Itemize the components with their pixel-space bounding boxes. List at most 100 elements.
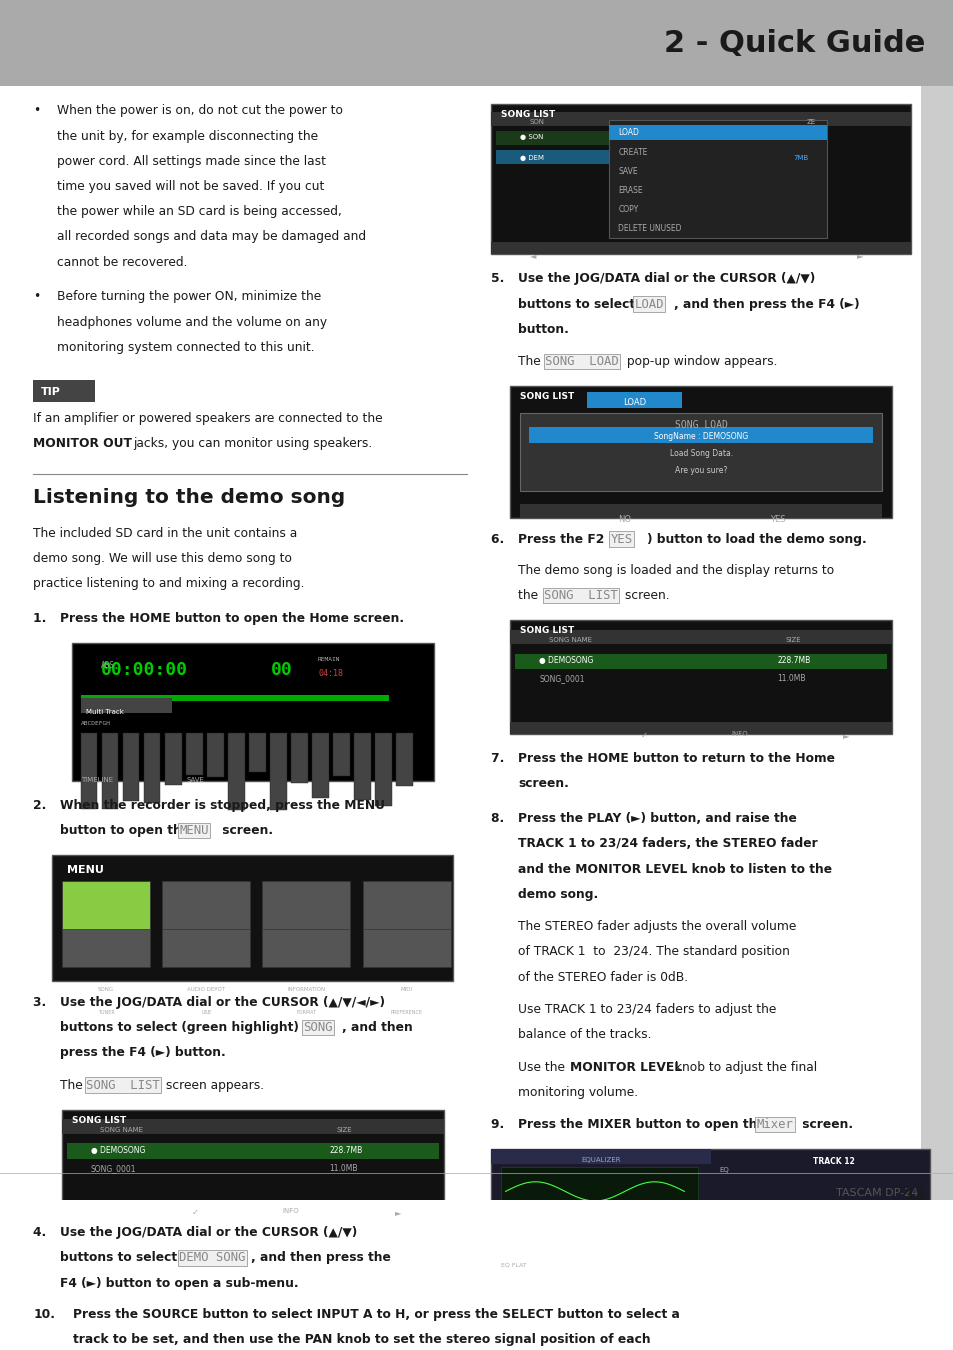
Bar (608, 120, 826, 238)
Bar (262, 929, 350, 967)
Bar (62, 1110, 443, 1212)
Text: screen appears.: screen appears. (162, 1079, 264, 1092)
Text: monitoring volume.: monitoring volume. (517, 1085, 638, 1099)
Bar (262, 880, 350, 932)
Text: 2.: 2. (33, 799, 55, 813)
Text: ABCDEFGH: ABCDEFGH (81, 721, 111, 726)
Text: SONG LIST: SONG LIST (519, 393, 574, 401)
Bar (491, 104, 910, 254)
Text: SONG LOAD: SONG LOAD (674, 420, 727, 429)
Bar (529, 427, 872, 443)
Text: Use the JOG/DATA dial or the CURSOR (▲/▼): Use the JOG/DATA dial or the CURSOR (▲/▼… (517, 273, 815, 285)
Text: all recorded songs and data may be damaged and: all recorded songs and data may be damag… (57, 231, 366, 243)
Bar (102, 733, 118, 792)
Bar (510, 630, 891, 644)
Text: track to be set, and then use the PAN knob to set the stereo signal position of : track to be set, and then use the PAN kn… (73, 1332, 650, 1346)
Bar (62, 1200, 443, 1212)
Text: LOAD: LOAD (622, 398, 645, 408)
Text: buttons to select: buttons to select (60, 1251, 181, 1265)
Text: ✓: ✓ (192, 1208, 199, 1218)
Text: 00:00:00: 00:00:00 (100, 662, 188, 679)
Text: SongName : DEMOSONG: SongName : DEMOSONG (654, 432, 747, 441)
Text: the: the (517, 589, 541, 602)
Text: 6.: 6. (491, 533, 513, 545)
Text: 04:18: 04:18 (317, 670, 343, 679)
Text: ◄: ◄ (530, 251, 536, 259)
Text: MONITOR LEVEL: MONITOR LEVEL (570, 1061, 682, 1073)
Text: pop-up window appears.: pop-up window appears. (622, 355, 777, 369)
Bar (81, 698, 172, 713)
Text: SIZE: SIZE (784, 637, 800, 643)
Text: Press the MIXER button to open the: Press the MIXER button to open the (517, 1118, 769, 1131)
Bar (491, 1237, 929, 1264)
Bar (81, 733, 97, 809)
Text: TIMELINE: TIMELINE (81, 778, 113, 783)
Bar (165, 733, 181, 771)
Bar (123, 733, 139, 801)
Bar (491, 243, 910, 254)
Text: SIZE: SIZE (336, 1127, 352, 1133)
Bar (355, 733, 371, 783)
Text: Press the HOME button to return to the Home: Press the HOME button to return to the H… (517, 752, 834, 765)
Bar (162, 929, 250, 967)
Text: 9.: 9. (491, 1118, 513, 1131)
Text: The: The (60, 1079, 87, 1092)
Text: SONG_0001: SONG_0001 (538, 674, 584, 683)
Bar (207, 733, 223, 787)
Text: 7MB: 7MB (793, 155, 808, 161)
Text: PREFERENCE: PREFERENCE (390, 1010, 422, 1015)
Bar (510, 386, 891, 518)
Bar (920, 0, 953, 1200)
Text: button to open the: button to open the (60, 825, 194, 837)
Bar (515, 653, 886, 670)
Text: press the F4 (►) button.: press the F4 (►) button. (60, 1046, 226, 1060)
Bar (362, 880, 450, 932)
Text: demo song.: demo song. (517, 888, 598, 900)
Bar (249, 733, 265, 786)
Text: time you saved will not be saved. If you cut: time you saved will not be saved. If you… (57, 180, 324, 193)
Text: CREATE: CREATE (618, 147, 647, 157)
Text: When the recorder is stopped, press the MENU: When the recorder is stopped, press the … (60, 799, 385, 813)
Bar (81, 695, 389, 701)
Text: ● DEMOSONG: ● DEMOSONG (91, 1146, 145, 1154)
Text: SONG_0001: SONG_0001 (91, 1164, 136, 1173)
Text: DEMO SONG: DEMO SONG (179, 1251, 246, 1265)
Text: Multi Track: Multi Track (86, 709, 124, 716)
Text: AUDIO DEPOT: AUDIO DEPOT (187, 987, 225, 992)
Bar (608, 124, 826, 140)
Bar (186, 733, 202, 805)
Text: F4 (►) button to open a sub-menu.: F4 (►) button to open a sub-menu. (60, 1277, 298, 1289)
Bar (67, 1143, 438, 1160)
Bar (0, 0, 953, 86)
Text: monitoring system connected to this unit.: monitoring system connected to this unit… (57, 340, 314, 354)
Bar (228, 733, 244, 771)
Bar (33, 381, 95, 402)
Text: , and then press the: , and then press the (251, 1251, 391, 1265)
Text: TUNER: TUNER (97, 1010, 114, 1015)
Text: button.: button. (517, 323, 568, 336)
Text: COPY: COPY (618, 205, 638, 215)
Text: ● DEM: ● DEM (519, 155, 543, 161)
Circle shape (638, 1226, 653, 1246)
Text: INFO: INFO (730, 730, 747, 737)
Text: Listening to the demo song: Listening to the demo song (33, 489, 345, 508)
Text: 4.: 4. (33, 1226, 55, 1239)
Text: SONG LIST: SONG LIST (500, 111, 555, 119)
Text: 10.: 10. (33, 1308, 55, 1320)
Text: knob to adjust the final: knob to adjust the final (670, 1061, 816, 1073)
Text: ✓: ✓ (639, 730, 647, 740)
Text: SONG LIST: SONG LIST (71, 1116, 126, 1125)
Text: SONG LIST: SONG LIST (519, 626, 574, 636)
Text: the unit by, for example disconnecting the: the unit by, for example disconnecting t… (57, 130, 318, 143)
Text: MENU: MENU (179, 825, 209, 837)
Bar (162, 880, 250, 932)
Text: jacks, you can monitor using speakers.: jacks, you can monitor using speakers. (133, 436, 373, 450)
Text: Mixer: Mixer (756, 1118, 793, 1131)
Text: TRACK 1 to 23/24 faders, the STEREO fader: TRACK 1 to 23/24 faders, the STEREO fade… (517, 837, 817, 850)
Bar (270, 733, 286, 803)
Text: When the power is on, do not cut the power to: When the power is on, do not cut the pow… (57, 104, 343, 117)
Text: ) button to load the demo song.: ) button to load the demo song. (646, 533, 865, 545)
Text: EQ FLAT: EQ FLAT (500, 1262, 526, 1268)
Text: INFORMATION: INFORMATION (287, 987, 325, 992)
Bar (144, 733, 160, 806)
